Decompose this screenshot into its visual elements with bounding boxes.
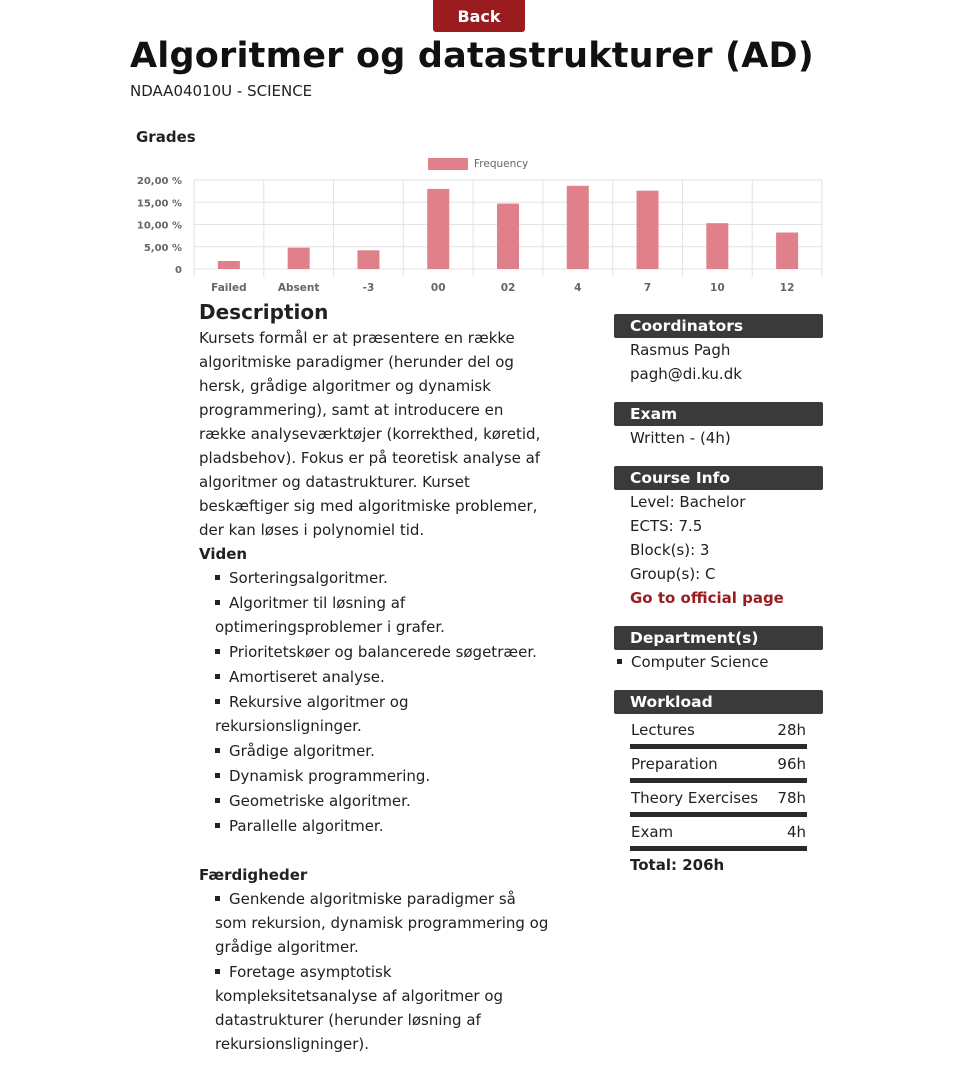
departments-heading: Department(s) bbox=[614, 626, 823, 650]
legend-swatch bbox=[428, 158, 468, 170]
bar-Failed bbox=[217, 260, 240, 269]
departments-section: Department(s) Computer Science bbox=[614, 626, 823, 674]
course-blocks: Block(s): 3 bbox=[630, 541, 710, 559]
viden-heading: Viden bbox=[199, 545, 248, 563]
bar-12 bbox=[776, 232, 799, 269]
coordinators-heading: Coordinators bbox=[614, 314, 823, 338]
legend-label: Frequency bbox=[474, 158, 528, 170]
chart-legend: Frequency bbox=[428, 158, 528, 170]
course-info-heading: Course Info bbox=[614, 466, 823, 490]
list-item: Amortiseret analyse. bbox=[215, 665, 549, 689]
coordinator-email: pagh@di.ku.dk bbox=[630, 365, 742, 383]
x-tick-label: 4 bbox=[574, 282, 581, 294]
list-item: Sorteringsalgoritmer. bbox=[215, 566, 549, 590]
course-info-section: Course Info Level: Bachelor ECTS: 7.5 Bl… bbox=[614, 466, 823, 610]
workload-hours: 78h bbox=[772, 780, 807, 817]
list-item: Prioritetskøer og balancerede søgetræer. bbox=[215, 640, 549, 664]
bullet-icon bbox=[617, 658, 622, 664]
description-heading: Description bbox=[199, 300, 329, 324]
y-tick-label: 5,00 % bbox=[144, 243, 182, 254]
bar-00 bbox=[427, 188, 450, 269]
chart-title: Grades bbox=[136, 128, 196, 146]
x-tick-label: 7 bbox=[644, 282, 651, 294]
workload-label: Lectures bbox=[630, 715, 773, 749]
bullet-icon bbox=[215, 698, 220, 704]
workload-label: Exam bbox=[630, 814, 773, 851]
bar-4 bbox=[566, 185, 589, 269]
y-tick-label: 20,00 % bbox=[137, 176, 182, 187]
list-item: Algoritmer til løsning af optimeringspro… bbox=[215, 594, 445, 636]
coordinator-name: Rasmus Pagh bbox=[630, 341, 731, 359]
bullet-icon bbox=[215, 599, 220, 605]
exam-text: Written - (4h) bbox=[630, 429, 731, 447]
bullet-icon bbox=[215, 797, 220, 803]
x-tick-label: 00 bbox=[431, 282, 446, 294]
list-item: Geometriske algoritmer. bbox=[215, 789, 549, 813]
list-item: Foretage asymptotisk kompleksitetsanalys… bbox=[215, 963, 504, 1053]
exam-heading: Exam bbox=[614, 402, 823, 426]
workload-hours: 28h bbox=[772, 715, 807, 749]
grades-chart: Grades Frequency 0 5,00 % 10,00 % 15,00 % 20… bbox=[136, 128, 823, 294]
bar-7 bbox=[636, 190, 659, 269]
workload-hours: 96h bbox=[772, 746, 807, 783]
info-sidebar: Coordinators Rasmus Pagh pagh@di.ku.dk E… bbox=[614, 314, 823, 893]
list-item: Computer Science bbox=[614, 650, 823, 674]
course-level: Level: Bachelor bbox=[630, 493, 746, 511]
x-tick-label: 12 bbox=[780, 282, 795, 294]
back-button[interactable]: Back bbox=[433, 0, 525, 32]
bullet-icon bbox=[215, 968, 220, 974]
x-tick-label: 02 bbox=[501, 282, 516, 294]
x-tick-label: 10 bbox=[710, 282, 725, 294]
bullet-icon bbox=[215, 822, 220, 828]
bullet-icon bbox=[215, 648, 220, 654]
list-item: Parallelle algoritmer. bbox=[215, 814, 549, 838]
page-title: Algoritmer og datastrukturer (AD) bbox=[130, 36, 814, 76]
exam-section: Exam Written - (4h) bbox=[614, 402, 823, 450]
workload-total: Total: 206h bbox=[630, 856, 725, 874]
faerdigheder-heading: Færdigheder bbox=[199, 866, 308, 884]
table-row: Lectures 28h bbox=[630, 715, 807, 749]
bullet-icon bbox=[215, 673, 220, 679]
table-row: Theory Exercises 78h bbox=[630, 780, 807, 817]
faerdigheder-list: Genkende algoritmiske paradigmer så som … bbox=[199, 887, 549, 1056]
coordinators-section: Coordinators Rasmus Pagh pagh@di.ku.dk bbox=[614, 314, 823, 386]
bullet-icon bbox=[215, 772, 220, 778]
y-tick-label: 15,00 % bbox=[137, 198, 182, 209]
course-groups: Group(s): C bbox=[630, 565, 716, 583]
list-item: Rekursive algoritmer og rekursionslignin… bbox=[215, 693, 409, 735]
workload-table: Lectures 28h Preparation 96h Theory Exer… bbox=[630, 715, 807, 851]
bullet-icon bbox=[215, 574, 220, 580]
workload-section: Workload Lectures 28h Preparation 96h Th… bbox=[614, 690, 823, 877]
bar-02 bbox=[497, 203, 519, 269]
x-tick-label: Failed bbox=[211, 282, 246, 294]
bar-Absent bbox=[287, 247, 310, 269]
bullet-icon bbox=[215, 747, 220, 753]
y-tick-label: 0 bbox=[175, 265, 182, 276]
bar--3 bbox=[357, 250, 380, 269]
table-row: Preparation 96h bbox=[630, 746, 807, 783]
course-ects: ECTS: 7.5 bbox=[630, 517, 703, 535]
description-text: Kursets formål er at præsentere en række… bbox=[199, 329, 541, 539]
official-page-link[interactable]: Go to official page bbox=[630, 589, 784, 607]
workload-hours: 4h bbox=[772, 814, 807, 851]
description-panel: Description Kursets formål er at præsent… bbox=[199, 300, 549, 1057]
table-row: Exam 4h bbox=[630, 814, 807, 851]
course-code: NDAA04010U - SCIENCE bbox=[130, 82, 313, 100]
bullet-icon bbox=[215, 895, 220, 901]
workload-heading: Workload bbox=[614, 690, 823, 714]
workload-label: Preparation bbox=[630, 746, 773, 783]
x-tick-label: Absent bbox=[278, 282, 320, 294]
list-item: Genkende algoritmiske paradigmer så som … bbox=[215, 890, 549, 956]
y-tick-label: 10,00 % bbox=[137, 221, 182, 232]
list-item: Dynamisk programmering. bbox=[215, 764, 549, 788]
list-item: Grådige algoritmer. bbox=[215, 739, 549, 763]
x-tick-label: -3 bbox=[363, 282, 375, 294]
bar-10 bbox=[706, 223, 729, 269]
viden-list: Sorteringsalgoritmer. Algoritmer til løs… bbox=[199, 566, 549, 838]
workload-label: Theory Exercises bbox=[630, 780, 773, 817]
